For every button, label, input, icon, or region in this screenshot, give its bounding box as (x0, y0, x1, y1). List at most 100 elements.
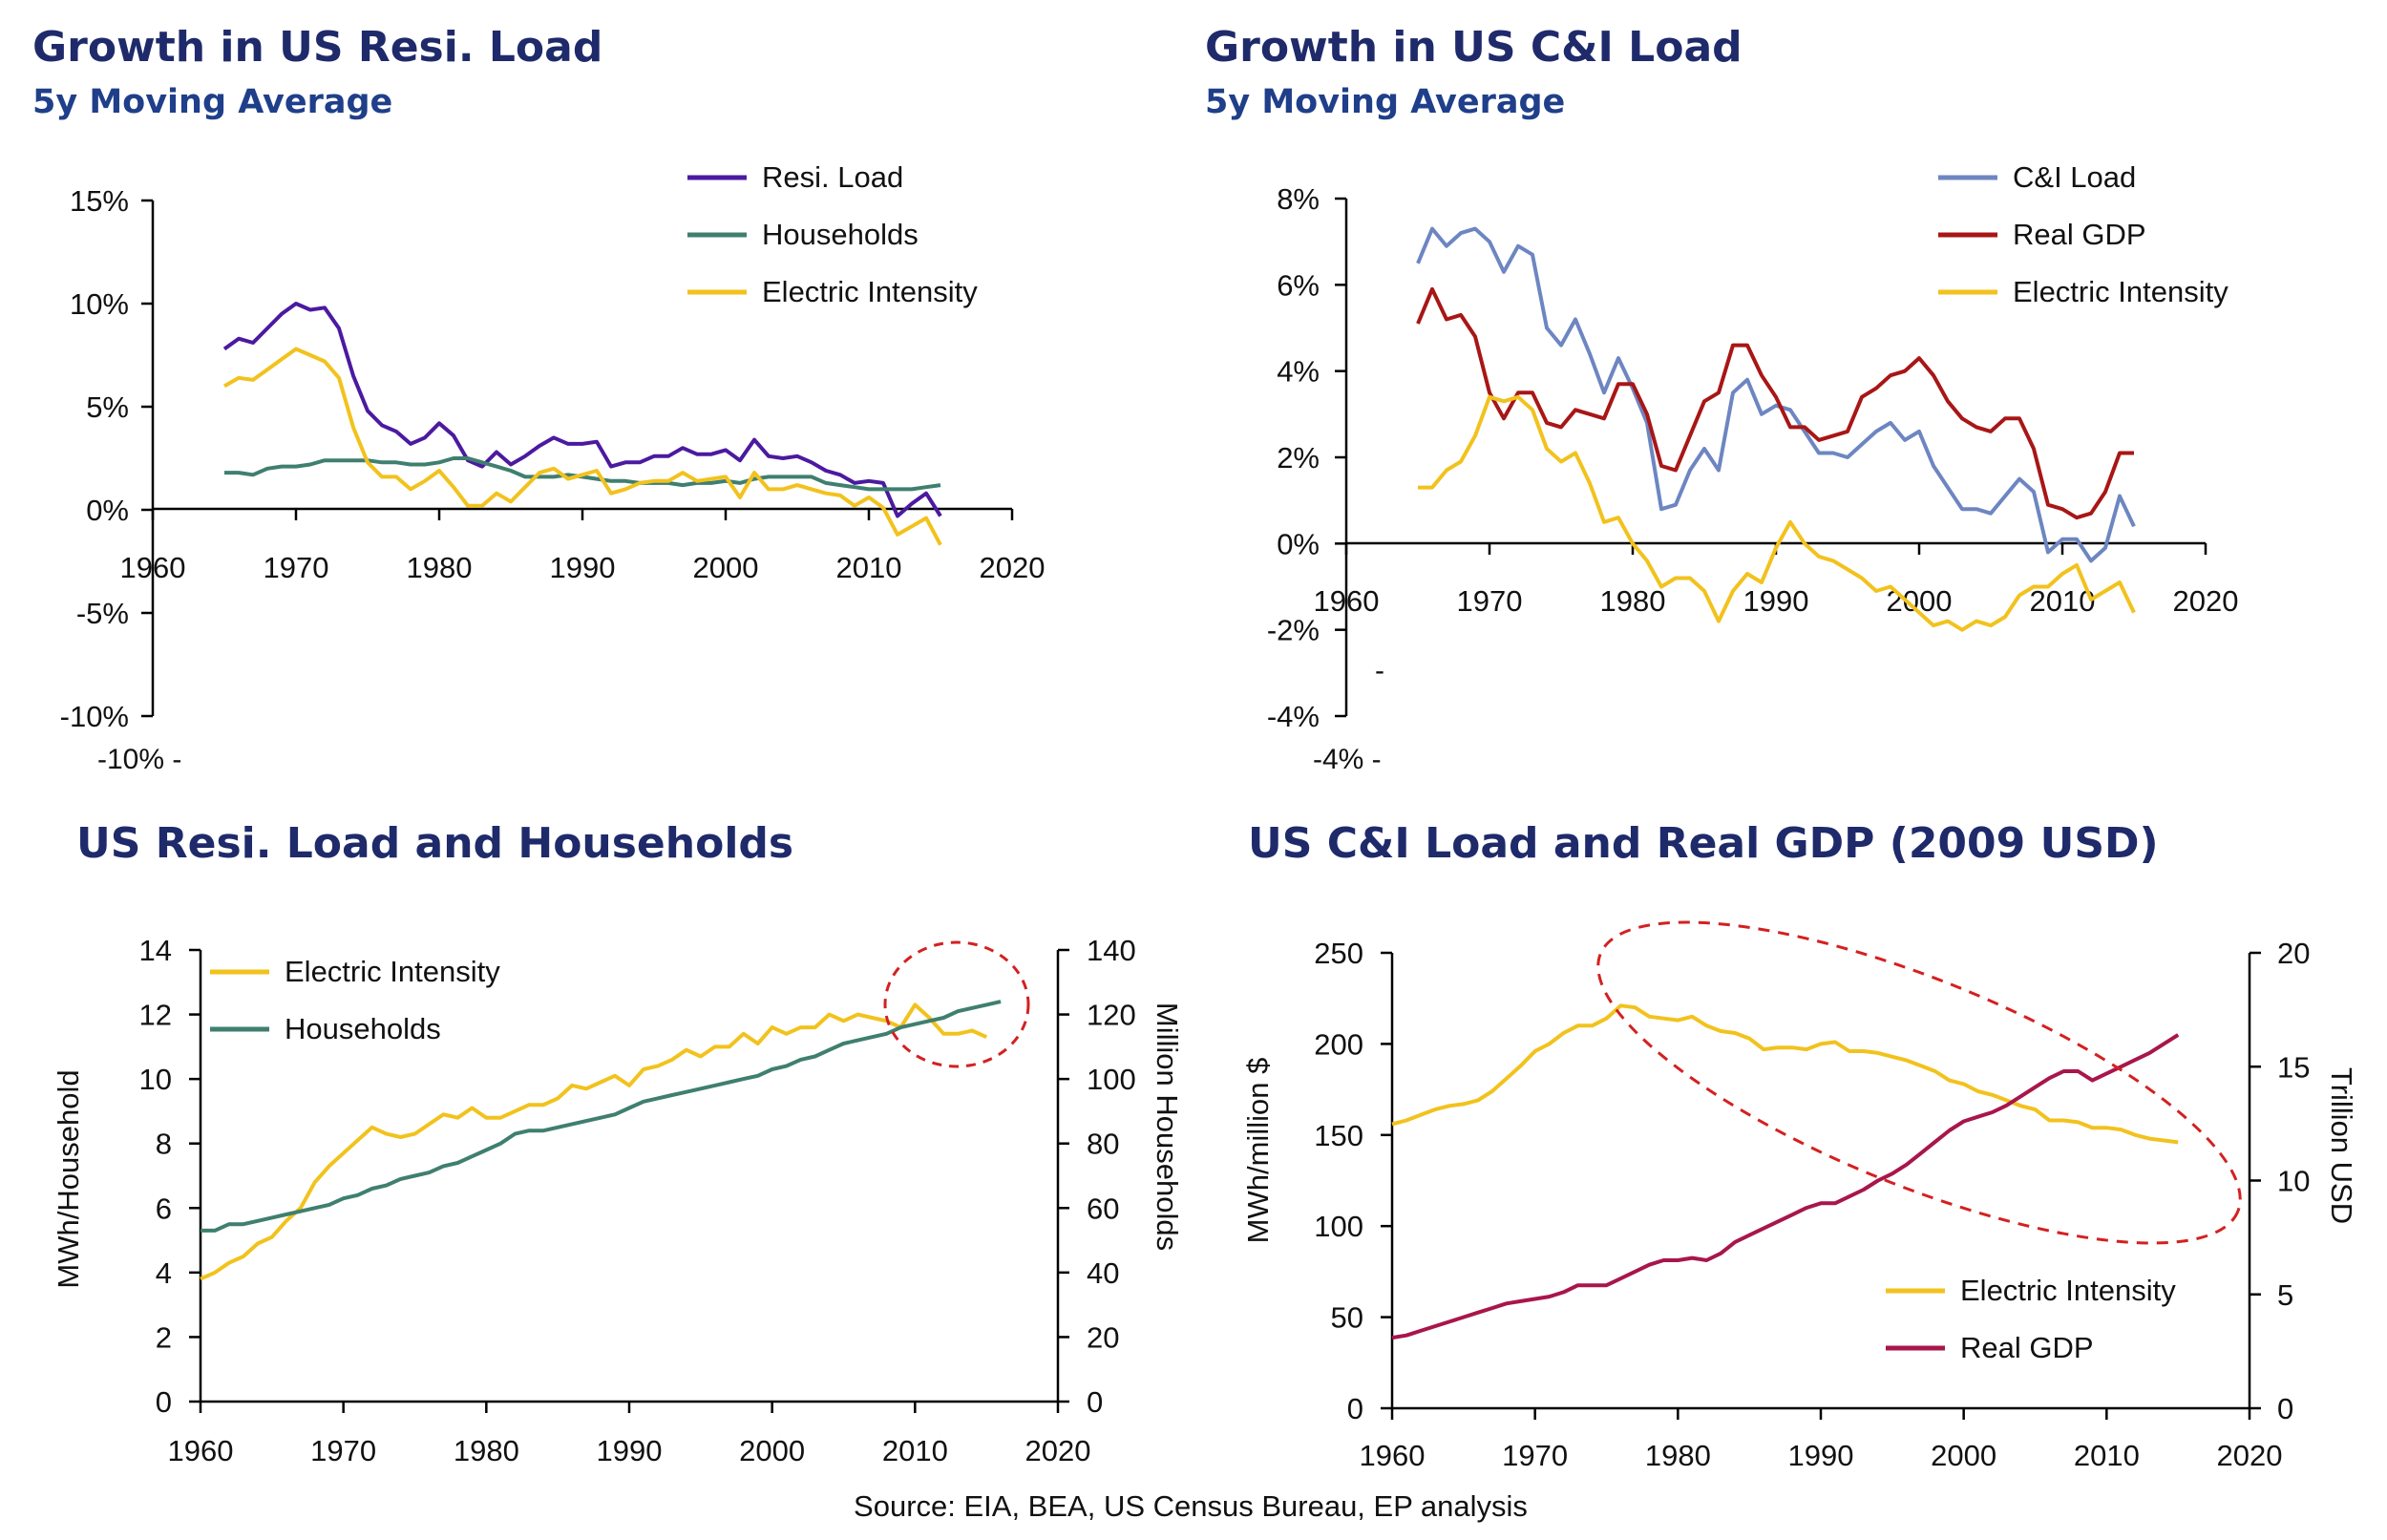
chart3-y2tick-label: 0 (1087, 1385, 1103, 1419)
chart3-ylabel: MWh/Household (52, 1069, 85, 1288)
chart2-ytick-label: 8% (1277, 182, 1320, 216)
chart2-subtitle: 5y Moving Average (1205, 83, 1565, 121)
chart3-xtick-label: 1960 (168, 1434, 234, 1467)
chart4-y2tick-label: 10 (2277, 1165, 2310, 1198)
chart4-ytick-label: 0 (1347, 1392, 1363, 1425)
chart1-title: Growth in US Resi. Load (32, 23, 602, 72)
chart4-xtick-label: 1990 (1788, 1439, 1854, 1472)
chart3-y2tick-label: 60 (1087, 1192, 1119, 1225)
chart1-series-households (224, 456, 941, 492)
chart4-ytick-label: 250 (1314, 937, 1363, 970)
chart3-xtick-label: 1980 (454, 1434, 519, 1467)
chart2-xtick-label: 1980 (1600, 584, 1666, 618)
chart3-series-electric-intensity (200, 1002, 988, 1281)
chart2-series-real-gdp (1416, 286, 2134, 520)
chart4-y2label: Trillion USD (2325, 1067, 2358, 1224)
chart2-stray-dash: - (1375, 655, 1384, 686)
chart2-legend-label: Real GDP (2013, 218, 2146, 251)
chart1-xtick-label: 1980 (407, 551, 473, 584)
chart2-ytick-label: 2% (1277, 441, 1320, 475)
chart4-xtick-label: 2000 (1931, 1439, 1996, 1472)
chart1-ytick-label: 0% (86, 494, 129, 527)
chart3-xtick-label: 2010 (882, 1434, 948, 1467)
chart1-legend-label: Electric Intensity (762, 275, 978, 308)
chart2-series-c-i-load (1416, 226, 2136, 563)
chart3-ytick-label: 0 (156, 1385, 172, 1419)
chart2-legend-label: Electric Intensity (2013, 275, 2229, 308)
chart4-ytick-label: 200 (1314, 1027, 1363, 1061)
chart3-y2tick-label: 120 (1087, 999, 1136, 1032)
chart1-ytick-label: 5% (86, 390, 129, 424)
chart1-legend-label: Resi. Load (762, 160, 903, 194)
chart4-ytick-label: 50 (1331, 1301, 1363, 1335)
chart2-legend-label: C&I Load (2013, 160, 2136, 194)
chart4-title: US C&I Load and Real GDP (2009 USD) (1248, 819, 2159, 868)
chart1-ytick-label: -10% (60, 700, 129, 733)
chart3-y2tick-label: 40 (1087, 1256, 1119, 1290)
chart1-xtick-label: 2000 (693, 551, 759, 584)
chart3-y2tick-label: 20 (1087, 1320, 1119, 1354)
chart1-xtick-label: 1970 (264, 551, 329, 584)
chart4-ytick-label: 100 (1314, 1210, 1363, 1243)
chart2-stray-label: -4% - (1313, 744, 1382, 775)
chart4-legend-label: Electric Intensity (1960, 1274, 2176, 1307)
chart3-ytick-label: 4 (156, 1256, 172, 1290)
chart3-xtick-label: 2000 (739, 1434, 805, 1467)
chart3-ytick-label: 8 (156, 1128, 172, 1161)
chart4-ylabel: MWh/million $ (1241, 1058, 1275, 1244)
chart2-xtick-label: 2010 (2030, 584, 2096, 618)
chart3-y2tick-label: 140 (1087, 934, 1136, 967)
chart1-xtick-label: 2010 (836, 551, 902, 584)
chart1-ytick-label: 10% (70, 287, 129, 321)
chart1-xtick-label: 1960 (120, 551, 186, 584)
chart3-ytick-label: 14 (139, 934, 172, 967)
chart3-title: US Resi. Load and Households (76, 819, 793, 868)
chart3-y2tick-label: 100 (1087, 1063, 1136, 1096)
plots-layer: 15%10%5%0%-5%-10%1960 1970 1980 1990 2000 201… (60, 160, 2311, 1472)
chart4-series-real-gdp (1391, 1033, 2180, 1340)
chart4-xtick-label: 1980 (1645, 1439, 1711, 1472)
chart2-xtick-label: 1970 (1457, 584, 1523, 618)
chart4-series-electric-intensity (1391, 1003, 2179, 1145)
chart4-highlight-ellipse (1596, 920, 2242, 1245)
chart4-xtick-label: 1960 (1360, 1439, 1426, 1472)
chart1-xtick-label: 1990 (550, 551, 616, 584)
chart1-series-resi-load (222, 302, 942, 518)
chart1-subtitle: 5y Moving Average (32, 83, 392, 121)
chart2-ytick-label: 4% (1277, 355, 1320, 389)
chart3-ytick-label: 12 (139, 999, 172, 1032)
chart2-ytick-label: 0% (1277, 527, 1320, 560)
chart3-series-households (201, 1000, 1002, 1233)
chart2-ytick-label: -4% (1267, 700, 1320, 733)
chart1-stray-label: -10% - (97, 744, 181, 775)
chart3-ytick-label: 2 (156, 1320, 172, 1354)
source-note: Source: EIA, BEA, US Census Bureau, EP a… (854, 1489, 1528, 1523)
chart2-xtick-label: 1990 (1743, 584, 1809, 618)
chart3-ytick-label: 10 (139, 1063, 172, 1096)
chart3-xtick-label: 1970 (310, 1434, 376, 1467)
chart4-y2tick-label: 5 (2277, 1278, 2293, 1312)
chart4-xtick-label: 2010 (2074, 1439, 2140, 1472)
chart3-y2label: Million Households (1151, 1002, 1184, 1251)
chart3-y2tick-label: 80 (1087, 1128, 1119, 1161)
chart4-legend-label: Real GDP (1960, 1331, 2094, 1364)
chart2-ytick-label: -2% (1267, 614, 1320, 647)
chart3-xtick-label: 1990 (597, 1434, 663, 1467)
chart4-y2tick-label: 0 (2277, 1392, 2293, 1425)
chart1-ytick-label: 15% (70, 184, 129, 218)
chart4-xtick-label: 1970 (1502, 1439, 1568, 1472)
chart3-legend-label: Electric Intensity (285, 955, 500, 988)
chart2-series-electric-intensity (1418, 394, 2136, 632)
chart3-highlight-ellipse (883, 940, 1030, 1068)
chart4-ytick-label: 150 (1314, 1119, 1363, 1152)
chart4-y2tick-label: 15 (2277, 1050, 2310, 1084)
chart1-legend-label: Households (762, 218, 919, 251)
chart2-title: Growth in US C&I Load (1205, 23, 1743, 72)
chart1-ytick-label: -5% (76, 597, 129, 630)
chart1-series-electric-intensity (223, 347, 942, 546)
chart4-xtick-label: 2020 (2217, 1439, 2283, 1472)
chart3-xtick-label: 2020 (1025, 1434, 1091, 1467)
chart2-xtick-label: 1960 (1314, 584, 1380, 618)
chart4-y2tick-label: 20 (2277, 937, 2310, 970)
